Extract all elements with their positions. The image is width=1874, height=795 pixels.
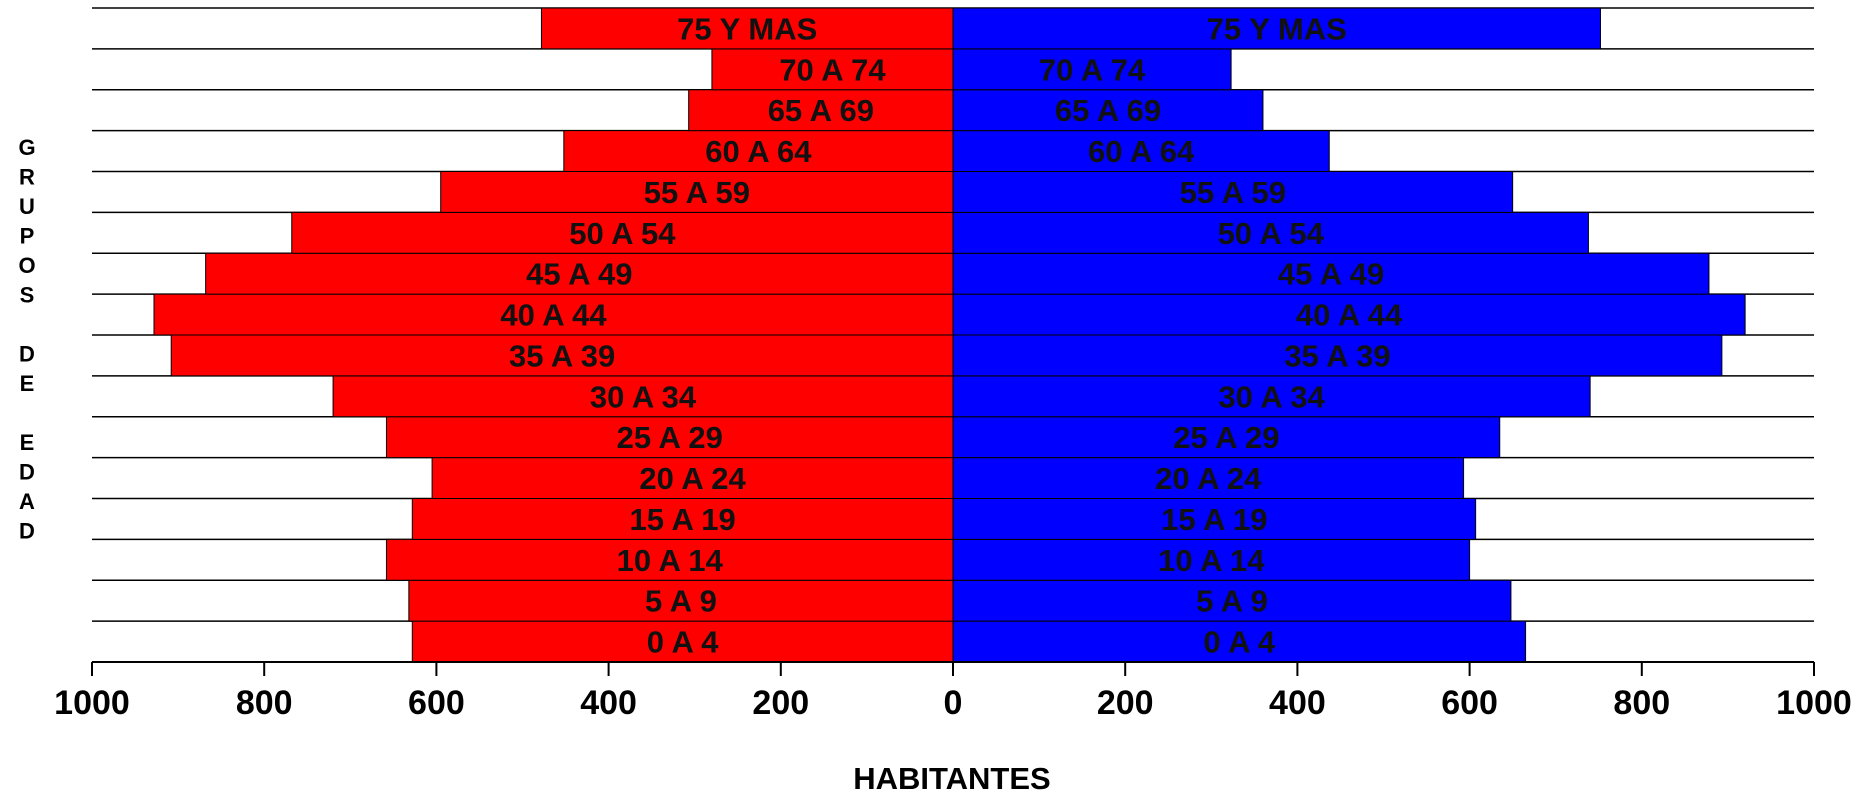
x-tick-label: 0 — [944, 684, 963, 722]
x-axis: 1000 800 600 400 200 0 200 400 600 800 1000 — [54, 661, 1852, 722]
x-tick-label: 800 — [1613, 684, 1670, 722]
bar-label-left: 45 A 49 — [526, 257, 632, 292]
bar-label-left: 30 A 34 — [590, 379, 697, 414]
bar-label-right: 50 A 54 — [1218, 216, 1325, 251]
bar-label-left: 55 A 59 — [644, 175, 750, 210]
x-tick-label: 400 — [580, 684, 637, 722]
bar-label-left: 0 A 4 — [647, 625, 720, 660]
bar-label-right: 0 A 4 — [1203, 625, 1276, 660]
y-axis-title-letter: S — [20, 283, 35, 308]
y-axis-title-letter: P — [20, 224, 35, 249]
bar-label-right: 65 A 69 — [1055, 93, 1161, 128]
y-axis-title-letter: U — [19, 194, 35, 219]
bar-right — [952, 7, 1601, 50]
bar-label-right: 10 A 14 — [1158, 543, 1265, 578]
bar-label-left: 35 A 39 — [509, 338, 615, 373]
bar-label-right: 35 A 39 — [1284, 338, 1390, 373]
x-tick-label: 600 — [408, 684, 465, 722]
x-tick-label: 400 — [1269, 684, 1326, 722]
bar-label-right: 75 Y MAS — [1207, 11, 1347, 46]
bar-label-left: 65 A 69 — [768, 93, 874, 128]
bar-right — [952, 334, 1723, 377]
bar-right — [952, 211, 1589, 254]
bar-right — [952, 48, 1232, 91]
bar-right — [952, 293, 1746, 336]
bar-left — [688, 89, 954, 132]
x-tick-label: 1000 — [54, 684, 130, 722]
bar-label-right: 20 A 24 — [1155, 461, 1262, 496]
bar-left — [440, 171, 954, 213]
bar-left — [291, 211, 954, 254]
bar-right — [952, 579, 1512, 622]
bar-label-left: 50 A 54 — [569, 216, 676, 251]
bar-label-right: 25 A 29 — [1173, 420, 1279, 455]
bar-right — [952, 620, 1527, 663]
bar-right — [952, 171, 1514, 213]
bar-left — [563, 130, 954, 172]
x-tick-label: 800 — [236, 684, 293, 722]
bar-label-left: 75 Y MAS — [677, 11, 817, 46]
bar-left — [170, 334, 954, 377]
x-tick-label: 200 — [1097, 684, 1154, 722]
y-axis-title-letter: D — [19, 519, 35, 544]
x-tick-label: 1000 — [1776, 684, 1852, 722]
bar-label-left: 15 A 19 — [630, 502, 736, 537]
bar-right — [952, 457, 1465, 499]
category-labels: 0 A 4 0 A 4 5 A 9 5 A 9 10 A 14 10 A 14 15 A 1… — [500, 11, 1403, 659]
bar-label-right: 5 A 9 — [1196, 584, 1268, 619]
y-axis-title-letter: D — [19, 460, 35, 485]
bar-label-right: 60 A 64 — [1088, 134, 1195, 169]
bar-right — [952, 538, 1471, 581]
x-tick-label: 600 — [1441, 684, 1498, 722]
bar-label-left: 70 A 74 — [779, 52, 886, 87]
bar-right — [952, 498, 1477, 540]
bar-left — [408, 579, 954, 622]
bars — [153, 7, 1746, 663]
y-axis-title-letter: O — [18, 253, 35, 278]
bar-left — [431, 457, 954, 499]
bar-label-right: 45 A 49 — [1278, 257, 1384, 292]
bar-left — [205, 252, 954, 295]
bar-left — [411, 620, 954, 663]
bar-label-left: 60 A 64 — [705, 134, 812, 169]
y-axis-title-letter: R — [19, 165, 35, 190]
y-axis-title-letter: E — [20, 371, 35, 396]
bar-label-left: 5 A 9 — [645, 584, 717, 619]
bar-right — [952, 375, 1591, 418]
x-axis-title: HABITANTES — [853, 761, 1050, 795]
bar-label-left: 25 A 29 — [617, 420, 723, 455]
bar-left — [540, 7, 954, 50]
y-axis-title-letter: E — [20, 430, 35, 455]
bar-label-right: 40 A 44 — [1296, 298, 1403, 333]
bar-label-left: 40 A 44 — [500, 298, 607, 333]
bar-label-right: 30 A 34 — [1218, 379, 1325, 414]
x-tick-label: 200 — [752, 684, 809, 722]
bar-left — [153, 293, 954, 336]
bar-label-left: 20 A 24 — [639, 461, 746, 496]
y-axis-title-letter: A — [19, 489, 35, 514]
y-axis-title-letter: G — [18, 135, 35, 160]
bar-right — [952, 416, 1501, 459]
bar-label-right: 70 A 74 — [1039, 52, 1146, 87]
bar-label-left: 10 A 14 — [617, 543, 724, 578]
bar-label-right: 15 A 19 — [1161, 502, 1267, 537]
y-axis-title-letter: D — [19, 342, 35, 367]
bar-label-right: 55 A 59 — [1180, 175, 1286, 210]
